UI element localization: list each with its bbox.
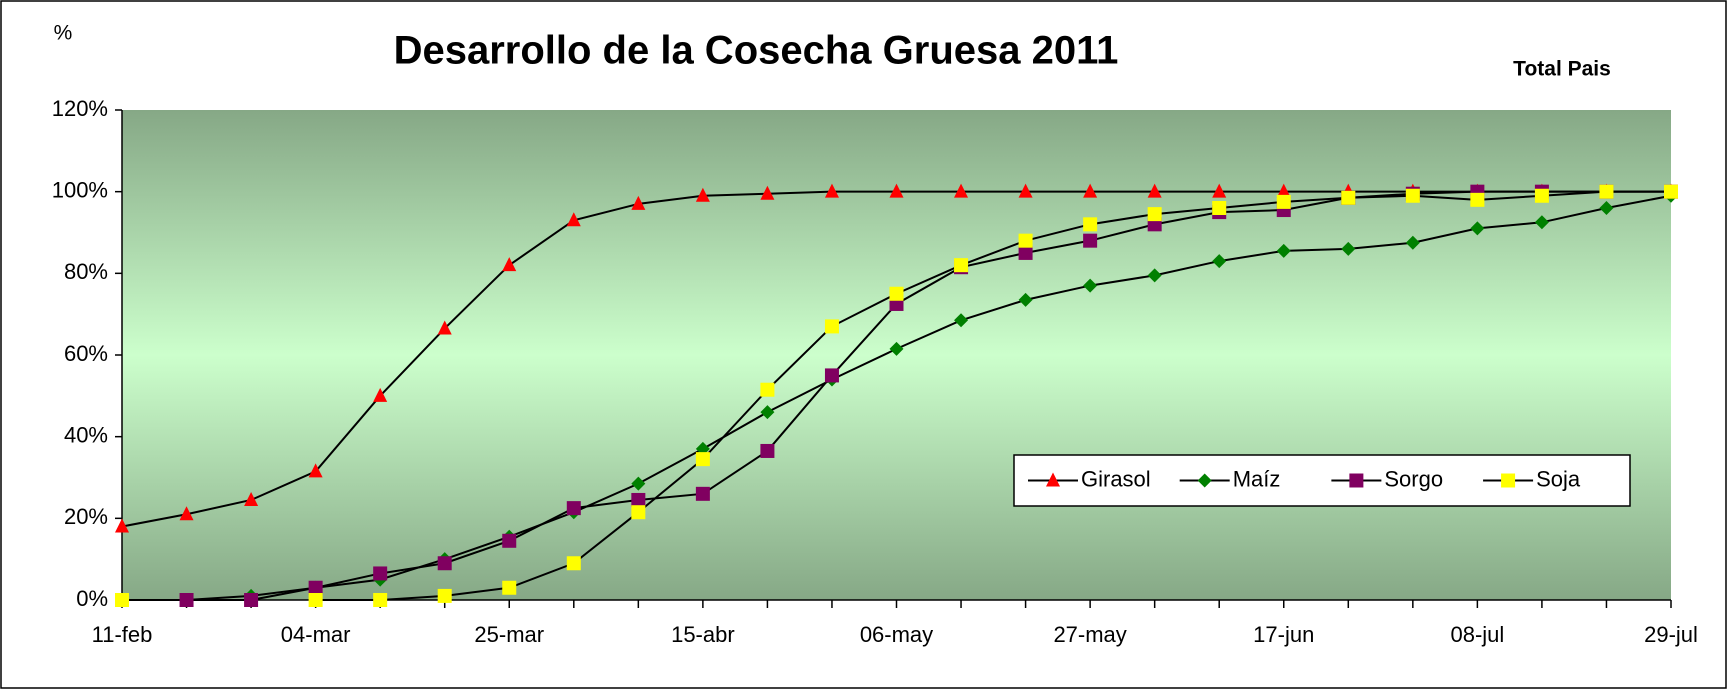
marker: [1083, 217, 1098, 232]
marker: [760, 185, 775, 200]
x-tick-label: 25-mar: [474, 622, 544, 647]
marker: [115, 593, 129, 607]
marker: [1083, 183, 1098, 198]
y-tick-label: 100%: [52, 177, 108, 202]
marker: [824, 368, 839, 383]
marker: [1212, 201, 1227, 215]
legend-label: Girasol: [1081, 466, 1151, 491]
marker: [824, 319, 839, 334]
marker: [954, 258, 969, 273]
marker: [1349, 473, 1364, 488]
x-tick-label: 06-may: [860, 622, 933, 647]
marker: [1018, 245, 1033, 260]
marker: [1405, 235, 1420, 250]
marker: [695, 486, 710, 501]
marker: [373, 387, 388, 402]
marker: [1501, 473, 1516, 488]
marker: [1470, 221, 1485, 236]
marker: [1534, 188, 1549, 203]
marker: [1599, 184, 1614, 199]
marker: [1405, 188, 1420, 203]
marker: [631, 195, 646, 210]
marker: [1083, 233, 1098, 248]
marker: [631, 476, 646, 491]
x-tick-label: 29-jul: [1644, 622, 1698, 647]
marker: [1470, 192, 1485, 207]
y-axis-label: %: [54, 22, 73, 45]
marker: [1599, 201, 1614, 215]
marker: [1212, 254, 1227, 269]
legend-label: Maíz: [1233, 466, 1281, 491]
marker: [1147, 207, 1162, 222]
marker: [1341, 241, 1356, 256]
marker: [308, 593, 323, 607]
marker: [244, 593, 259, 607]
marker: [179, 593, 194, 607]
marker: [695, 452, 710, 467]
marker: [631, 505, 646, 520]
marker: [1664, 184, 1678, 199]
marker: [566, 501, 581, 516]
y-tick-label: 80%: [64, 259, 108, 284]
marker: [1018, 183, 1033, 198]
x-tick-label: 11-feb: [92, 622, 153, 647]
marker: [1147, 268, 1162, 283]
marker: [566, 556, 581, 571]
chart-subtitle: Total Pais: [1513, 58, 1611, 81]
x-tick-label: 15-abr: [671, 622, 735, 647]
marker: [824, 183, 839, 198]
marker: [566, 212, 581, 227]
marker: [1046, 472, 1060, 487]
marker: [308, 463, 323, 478]
marker: [889, 183, 904, 198]
marker: [695, 187, 710, 202]
marker: [502, 580, 517, 595]
marker: [1276, 194, 1291, 209]
marker: [1147, 183, 1162, 198]
y-tick-label: 20%: [64, 504, 108, 529]
marker: [1341, 190, 1356, 205]
x-tick-label: 27-may: [1053, 622, 1126, 647]
marker: [889, 286, 904, 301]
marker: [373, 593, 388, 607]
legend-label: Sorgo: [1384, 466, 1443, 491]
x-tick-label: 04-mar: [281, 622, 351, 647]
y-tick-label: 60%: [64, 341, 108, 366]
legend-label: Soja: [1536, 466, 1581, 491]
marker: [244, 491, 259, 506]
marker: [179, 506, 194, 521]
y-tick-label: 40%: [64, 422, 108, 447]
marker: [760, 443, 775, 458]
marker: [1083, 278, 1098, 293]
marker: [631, 492, 646, 507]
marker: [1197, 473, 1212, 488]
marker: [1276, 243, 1291, 258]
marker: [954, 183, 969, 198]
marker: [760, 405, 775, 420]
y-tick-label: 120%: [52, 96, 108, 121]
marker: [1018, 292, 1033, 307]
legend: Girasol Maíz Sorgo Soja: [1013, 454, 1631, 507]
marker: [502, 257, 517, 272]
marker: [954, 313, 969, 328]
marker: [1276, 183, 1291, 198]
marker: [437, 320, 452, 335]
marker: [1212, 183, 1227, 198]
marker: [1018, 233, 1033, 248]
marker: [373, 566, 388, 581]
y-tick-label: 0%: [76, 586, 108, 611]
series-line: [315, 190, 1671, 601]
chart-title: Desarrollo de la Cosecha Gruesa 2011: [394, 29, 1119, 73]
marker: [760, 382, 775, 397]
x-tick-label: 08-jul: [1450, 622, 1504, 647]
marker: [889, 341, 904, 356]
marker: [437, 588, 452, 603]
marker: [502, 533, 517, 548]
marker: [308, 580, 323, 595]
marker: [437, 556, 452, 571]
marker: [1534, 215, 1549, 230]
x-tick-label: 17-jun: [1253, 622, 1314, 647]
marker: [115, 518, 129, 533]
